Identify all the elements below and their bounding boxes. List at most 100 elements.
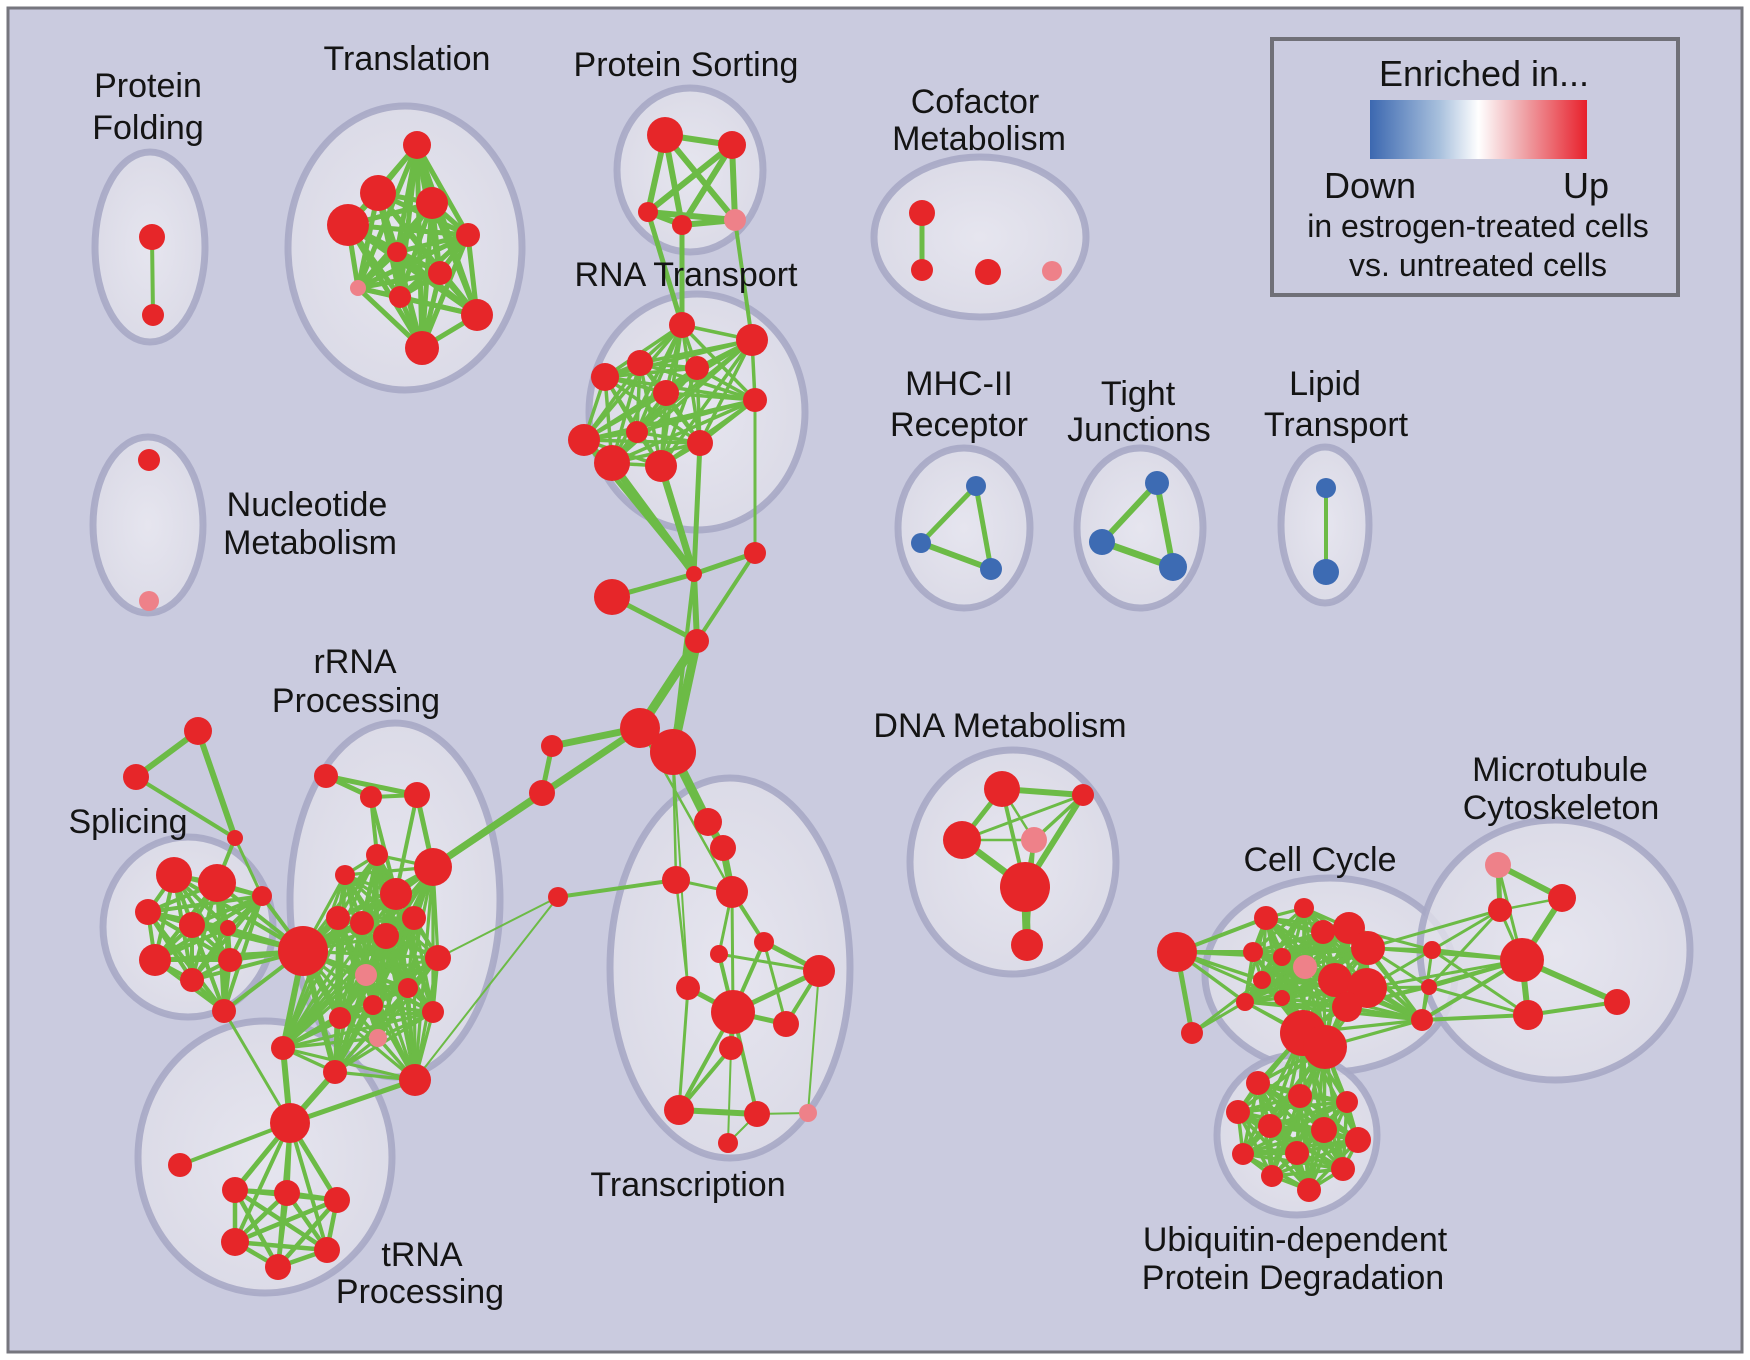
node-nm2 <box>139 591 159 611</box>
node-u10 <box>1261 1165 1283 1187</box>
node-cf4 <box>1042 261 1062 281</box>
node-tl3 <box>416 187 448 219</box>
edge <box>603 366 699 379</box>
legend-subtitle-line2: vs. untreated cells <box>1349 247 1607 283</box>
node-h2 <box>650 729 696 775</box>
cluster-cofactor-metabolism-label: Metabolism <box>892 120 1066 158</box>
cluster-rrna-processing-label: rRNA <box>313 643 396 681</box>
node-tl9 <box>389 286 411 308</box>
node-tj1 <box>1145 471 1169 495</box>
node-r13 <box>355 964 377 986</box>
edge <box>414 142 471 238</box>
node-x2 <box>710 835 736 861</box>
node-x7 <box>710 945 728 963</box>
node-u3 <box>1336 1091 1358 1113</box>
node-x16 <box>718 1133 738 1153</box>
legend-subtitle-line1: in estrogen-treated cells <box>1307 208 1649 244</box>
edge <box>1270 1031 1305 1178</box>
node-u9 <box>1285 1141 1309 1165</box>
edge <box>233 1121 292 1244</box>
node-r2 <box>360 786 382 808</box>
node-k2 <box>168 1153 192 1177</box>
edge <box>664 391 757 402</box>
edge <box>918 483 979 546</box>
node-u2 <box>1288 1084 1312 1108</box>
edge <box>918 540 994 572</box>
legend-gradient-bar <box>1370 100 1587 159</box>
node-r17 <box>422 1001 444 1023</box>
edge <box>645 209 685 328</box>
node-d1 <box>984 771 1020 807</box>
node-pf2 <box>142 304 164 326</box>
node-pf1 <box>139 224 165 250</box>
node-d3 <box>943 821 981 859</box>
node-mh2 <box>911 533 931 553</box>
cluster-rna-transport-label: RNA Transport <box>575 256 799 294</box>
edge <box>222 894 264 1013</box>
node-g3 <box>227 830 243 846</box>
node-s8 <box>218 948 242 972</box>
edge <box>146 894 264 914</box>
node-r3 <box>404 782 430 808</box>
cluster-rrna-processing-label: Processing <box>272 682 440 720</box>
node-x4 <box>716 876 748 908</box>
edge <box>281 973 368 1050</box>
node-rt9 <box>568 424 600 456</box>
legend: Enriched in... Down Up in estrogen-treat… <box>1270 37 1680 297</box>
node-ps5 <box>724 209 746 231</box>
node-k7 <box>314 1237 340 1263</box>
node-e6 <box>1243 942 1263 962</box>
node-rt8 <box>626 421 648 443</box>
cluster-protein-folding-label: Protein <box>94 67 202 105</box>
edge <box>582 398 757 442</box>
edge <box>603 338 754 379</box>
node-tl8 <box>350 280 366 296</box>
node-tl10 <box>461 299 493 331</box>
edge <box>394 232 471 255</box>
node-u6 <box>1311 1117 1337 1143</box>
node-cf1 <box>909 200 935 226</box>
node-cf3 <box>975 259 1001 285</box>
node-rt12 <box>594 445 630 481</box>
cluster-mhc-ii-receptor-label: MHC-II <box>905 365 1013 403</box>
node-u4 <box>1226 1100 1250 1124</box>
cluster-splicing-label: Splicing <box>68 803 187 841</box>
node-ps3 <box>638 202 658 222</box>
node-k3 <box>222 1177 248 1203</box>
nodes-layer <box>123 117 1630 1280</box>
edge <box>281 1046 417 1082</box>
node-r19 <box>369 1029 387 1047</box>
edge <box>429 200 480 318</box>
edge <box>338 916 416 1020</box>
node-x8 <box>803 955 835 987</box>
edge <box>733 218 754 342</box>
node-rt11 <box>645 450 677 482</box>
edge <box>275 1197 340 1270</box>
cluster-cell-cycle-label: Cell Cycle <box>1243 841 1396 879</box>
edge <box>222 1009 292 1125</box>
edge <box>1307 1045 1327 1192</box>
edge <box>150 235 155 317</box>
node-u8 <box>1232 1143 1254 1165</box>
node-rt3 <box>627 350 653 376</box>
node-r20 <box>323 1060 347 1084</box>
edge <box>556 878 678 899</box>
node-d5 <box>1000 862 1050 912</box>
cluster-labels-layer: Protein Folding Translation Protein Sorting… <box>68 40 1659 1311</box>
cluster-nucleotide-metabolism-ellipse <box>89 433 207 617</box>
node-r7 <box>380 878 412 910</box>
node-e2 <box>1294 898 1314 918</box>
cluster-protein-sorting-label: Protein Sorting <box>574 46 799 84</box>
legend-title: Enriched in... <box>1379 53 1589 94</box>
edge <box>674 878 690 990</box>
edge <box>610 398 757 465</box>
node-s9 <box>252 886 272 906</box>
edge <box>679 142 735 228</box>
node-e9 <box>1253 971 1271 989</box>
node-e7 <box>1273 948 1291 966</box>
cluster-cofactor-metabolism-label: Cofactor <box>911 83 1040 121</box>
edge <box>195 728 238 841</box>
node-tj3 <box>1159 553 1187 581</box>
cluster-ubiquitin-degradation-label: Ubiquitin-dependent <box>1143 1221 1448 1259</box>
node-k8 <box>265 1254 291 1280</box>
